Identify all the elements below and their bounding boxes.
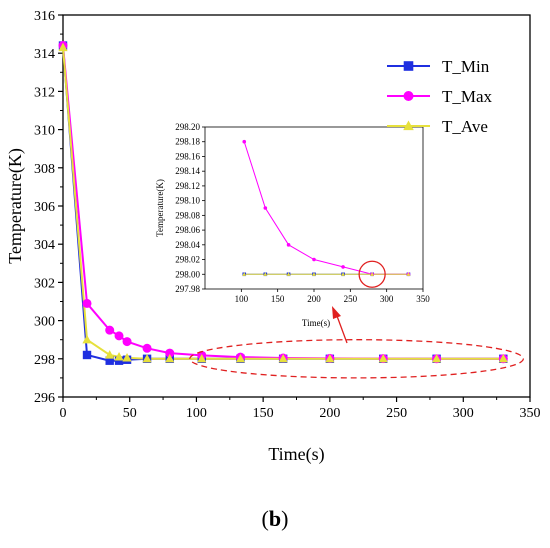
figure-caption: (b) <box>0 506 550 532</box>
data-point-t-ave <box>58 42 68 52</box>
inset-y-tick-label: 298.10 <box>175 196 200 206</box>
inset-data-point-t-max <box>263 206 268 210</box>
inset-y-axis-title: Temperature(K) <box>155 179 165 237</box>
data-point-t-ave <box>142 353 152 363</box>
inset-y-tick-label: 298.14 <box>175 166 200 176</box>
main-x-tick-label: 350 <box>520 406 541 421</box>
main-y-tick-label: 312 <box>34 85 55 100</box>
data-point-t-min <box>114 356 124 365</box>
data-point-t-max <box>114 331 124 341</box>
legend-marker-t-max <box>403 91 414 101</box>
main-x-tick-label: 200 <box>319 406 340 421</box>
inset-x-tick-label: 250 <box>344 294 358 304</box>
inset-y-tick-label: 298.16 <box>175 151 200 161</box>
data-point-t-max <box>82 298 92 308</box>
inset-data-point-t-max <box>341 265 345 269</box>
data-point-t-ave <box>235 353 246 363</box>
inset-data-point-t-max <box>286 243 291 247</box>
inset-x-tick-label: 350 <box>416 294 430 304</box>
inset-data-point-t-max <box>242 139 247 144</box>
main-y-tick-label: 296 <box>34 391 55 406</box>
inset-y-tick-label: 298.02 <box>175 255 200 265</box>
inset-x-tick-label: 100 <box>235 294 249 304</box>
data-point-t-ave <box>114 352 124 361</box>
data-point-t-ave <box>197 353 207 363</box>
inset-chart: 100 150 200 250 300 350 297.98 298.00 298.02 298.… <box>155 122 430 328</box>
data-point-t-ave <box>105 350 115 359</box>
inset-x-axis-title: Time(s) <box>302 318 330 328</box>
legend-marker-t-min <box>403 61 414 71</box>
inset-data-point-t-ave <box>242 272 247 276</box>
main-y-tick-label: 310 <box>34 124 55 139</box>
inset-y-tick-label: 298.20 <box>175 122 200 132</box>
inset-x-tick-label: 150 <box>271 294 285 304</box>
main-y-tick-label: 298 <box>34 353 55 368</box>
inset-data-point-t-ave <box>406 272 411 276</box>
main-y-tick-label: 306 <box>34 200 55 215</box>
main-y-tick-label: 304 <box>34 238 55 253</box>
main-y-tick-label: 316 <box>34 9 55 24</box>
main-x-tick-label: 300 <box>453 406 474 421</box>
inset-data-point-t-ave <box>286 272 291 276</box>
caption-letter: b <box>268 506 282 531</box>
inset-y-tick-label: 298.00 <box>175 269 200 279</box>
inset-data-point-t-ave <box>370 272 375 276</box>
data-point-t-ave <box>278 353 288 363</box>
main-y-tick-label: 300 <box>34 315 55 330</box>
data-point-t-ave <box>165 353 175 363</box>
inset-y-tick-label: 298.06 <box>175 225 200 235</box>
main-x-tick-label: 50 <box>123 406 137 421</box>
highlight-ellipse <box>189 339 524 379</box>
main-x-tick-label: 150 <box>253 406 274 421</box>
legend-label-t-max: T_Max <box>442 87 493 106</box>
inset-data-point-t-max <box>312 257 316 262</box>
data-point-t-ave <box>122 353 132 362</box>
inset-y-tick-label: 298.08 <box>175 210 200 220</box>
main-x-tick-label: 0 <box>60 406 67 421</box>
callout-arrow-head <box>332 306 341 319</box>
inset-x-tick-label: 200 <box>307 294 321 304</box>
main-y-axis-title: Temperature(K) <box>5 148 26 264</box>
data-point-t-max <box>105 325 115 335</box>
callout-arrow-line <box>336 315 348 344</box>
main-x-axis-title: Time(s) <box>268 444 324 465</box>
data-point-t-min <box>105 356 114 365</box>
inset-highlight-circle <box>358 260 386 288</box>
inset-y-tick-label: 297.98 <box>175 284 200 294</box>
main-annotation-layer <box>189 306 524 379</box>
inset-data-point-t-ave <box>263 272 268 276</box>
data-point-t-ave <box>431 353 442 363</box>
inset-data-point-t-ave <box>341 272 346 276</box>
legend-marker-t-ave <box>403 120 414 131</box>
caption-close: ) <box>281 506 289 531</box>
data-point-t-max <box>122 337 132 347</box>
data-point-t-ave <box>325 353 335 363</box>
data-point-t-max <box>165 348 175 358</box>
inset-data-point-t-ave <box>312 272 316 276</box>
data-point-t-ave <box>378 353 388 363</box>
data-point-t-min <box>82 350 92 360</box>
data-point-t-ave <box>82 334 92 344</box>
inset-y-tick-label: 298.04 <box>175 240 200 250</box>
main-y-tick-label: 308 <box>34 162 55 177</box>
main-y-tick-label: 302 <box>34 276 55 291</box>
main-x-tick-label: 250 <box>386 406 407 421</box>
main-chart: 0 50 100 150 200 250 300 350 296 298 300 302 304 306 3… <box>5 9 541 465</box>
data-point-t-max <box>142 343 152 353</box>
main-y-tick-label: 314 <box>34 47 55 62</box>
legend-label-t-min: T_Min <box>442 57 490 76</box>
caption-open: ( <box>261 506 269 531</box>
data-point-t-ave <box>498 353 508 363</box>
inset-y-tick-label: 298.12 <box>175 181 200 191</box>
inset-axes-frame <box>204 126 424 290</box>
legend: T_Min T_Max T_Ave <box>387 57 493 136</box>
legend-label-t-ave: T_Ave <box>442 117 488 136</box>
main-x-tick-label: 100 <box>186 406 207 421</box>
inset-x-tick-label: 300 <box>380 294 394 304</box>
inset-y-tick-label: 298.18 <box>175 137 200 147</box>
